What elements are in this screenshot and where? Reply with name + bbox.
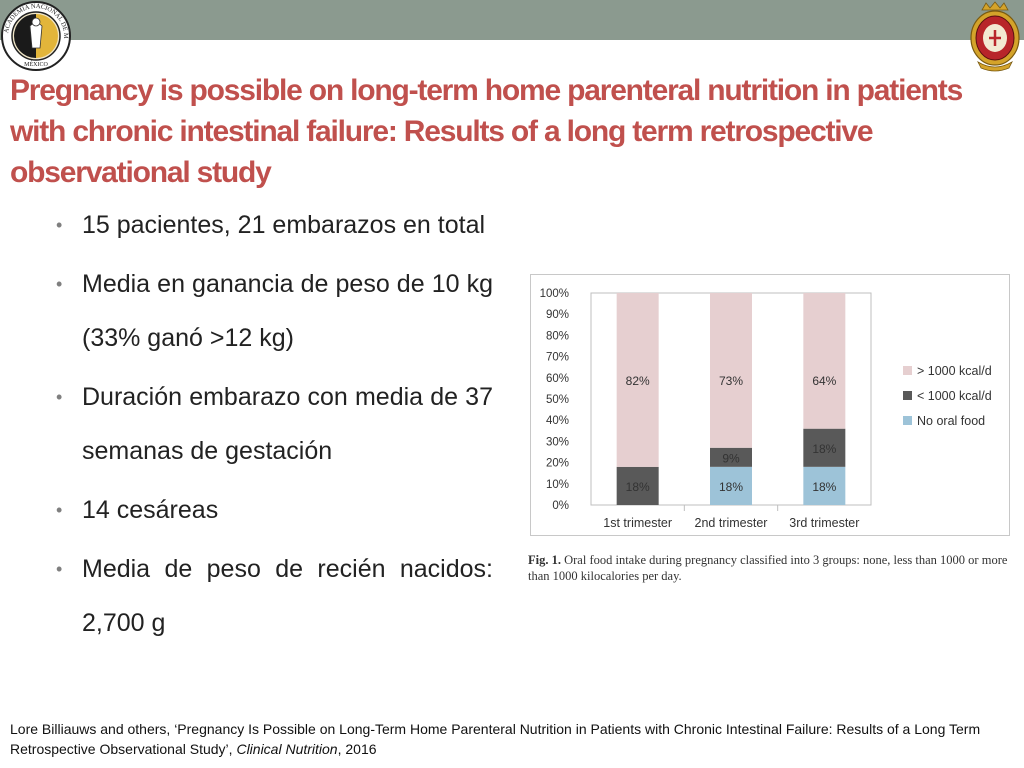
bullet-item: • Media en ganancia de peso de 10 kg (33%… — [56, 257, 493, 365]
y-tick-label: 20% — [546, 458, 569, 470]
caption-label: Fig. 1. — [528, 553, 561, 567]
crest-logo — [970, 1, 1020, 72]
chart-frame: 0% 10% 20% 30% 40% 50% 60% 70% 80% 90% 100% 18% 82% 1… — [530, 274, 1010, 536]
y-tick-label: 60% — [546, 373, 569, 385]
bullet-dot-icon: • — [56, 500, 63, 520]
citation-year: , 2016 — [337, 741, 377, 757]
data-label: 18% — [812, 480, 836, 494]
academy-seal-logo: ACADEMIA NACIONAL DE MEDICINA MÉXICO — [0, 0, 71, 71]
y-tick-label: 80% — [546, 330, 569, 342]
citation-text: Lore Billiauws and others, ‘Pregnancy Is… — [10, 721, 981, 757]
y-tick-label: 40% — [546, 415, 569, 427]
figure-caption: Fig. 1. Oral food intake during pregnanc… — [528, 552, 1023, 584]
legend-swatch — [903, 391, 912, 400]
bullet-item: • 15 pacientes, 21 embarazos en total — [56, 198, 493, 252]
citation-footer: Lore Billiauws and others, ‘Pregnancy Is… — [10, 719, 1015, 759]
y-tick-label: 0% — [552, 500, 569, 512]
legend-label: < 1000 kcal/d — [917, 389, 992, 403]
y-tick-label: 50% — [546, 394, 569, 406]
data-label: 9% — [722, 451, 740, 465]
figure: 0% 10% 20% 30% 40% 50% 60% 70% 80% 90% 100% 18% 82% 1… — [520, 270, 1020, 600]
svg-text:MÉXICO: MÉXICO — [24, 60, 48, 68]
y-tick-label: 70% — [546, 352, 569, 364]
legend-label: No oral food — [917, 414, 985, 428]
journal-name: Clinical Nutrition — [236, 741, 338, 757]
bar-segment — [803, 428, 846, 467]
data-label: 73% — [719, 374, 743, 388]
x-tick-label: 3rd trimester — [789, 516, 859, 530]
caption-text: Oral food intake during pregnancy classi… — [528, 553, 1008, 583]
slide-title: Pregnancy is possible on long-term home … — [10, 74, 963, 189]
bullet-dot-icon: • — [56, 274, 63, 294]
bar-segment — [616, 466, 659, 505]
bullet-dot-icon: • — [56, 559, 63, 579]
legend-swatch — [903, 416, 912, 425]
bullet-list: • 15 pacientes, 21 embarazos en total • Me… — [56, 198, 493, 655]
bar-segment — [803, 466, 846, 505]
bullet-item: • Media de peso de recién nacidos: 2,700 … — [56, 542, 493, 650]
bar-segment — [710, 447, 752, 467]
data-label: 82% — [626, 374, 650, 388]
data-label: 18% — [719, 480, 743, 494]
bullet-dot-icon: • — [56, 215, 63, 235]
bar-segment — [710, 293, 752, 448]
data-label: 18% — [812, 442, 836, 456]
bullet-item: • Duración embarazo con media de 37 seman… — [56, 370, 493, 478]
legend-label: > 1000 kcal/d — [917, 364, 992, 378]
y-tick-label: 10% — [546, 479, 569, 491]
bullet-item: • 14 cesáreas — [56, 483, 493, 537]
y-tick-label: 90% — [546, 309, 569, 321]
x-tick-label: 1st trimester — [603, 516, 672, 530]
y-tick-label: 30% — [546, 436, 569, 448]
bullet-dot-icon: • — [56, 387, 63, 407]
legend-swatch — [903, 366, 912, 375]
x-tick-label: 2nd trimester — [695, 516, 768, 530]
data-label: 18% — [626, 480, 650, 494]
y-tick-label: 100% — [540, 288, 569, 300]
data-label: 64% — [812, 374, 836, 388]
bar-segment — [616, 293, 659, 467]
bar-segment — [710, 466, 752, 505]
stacked-bar-chart: 0% 10% 20% 30% 40% 50% 60% 70% 80% 90% 100% 18% 82% 1… — [540, 288, 992, 530]
bar-segment — [803, 293, 846, 429]
header-bar — [0, 0, 1024, 40]
